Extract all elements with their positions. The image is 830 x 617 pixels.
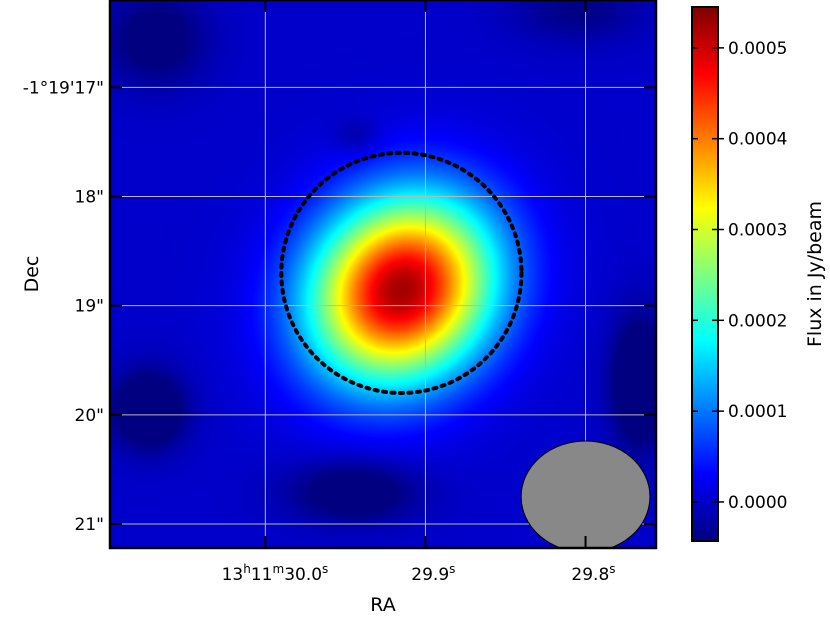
y-tick-label-1: 18" (75, 187, 104, 207)
beam-ellipse (520, 440, 651, 548)
x-axis: 13h11m30.0s 29.9s 29.8s (222, 0, 616, 585)
colorbar-image (692, 7, 718, 541)
y-axis-label: Dec (21, 256, 43, 293)
y-axis: -1°19'17" 18" 19" 20" 21" (23, 78, 656, 535)
y-tick-label-3: 20" (75, 406, 104, 426)
colorbar-tick-label-1: 0.0001 (728, 402, 787, 422)
colorbar-tick-label-0: 0.0000 (728, 493, 787, 513)
plot-frame (108, 0, 658, 550)
aperture-circle (279, 150, 524, 395)
y-tick-label-2: 19" (75, 297, 104, 317)
colorbar-ticks: 0.0000 0.0001 0.0002 0.0003 0.0004 0.0005 (692, 39, 787, 513)
colorbar-tick-label-4: 0.0004 (728, 130, 787, 150)
colorbar-frame (691, 6, 719, 542)
x-tick-label-1: 29.9s (411, 562, 455, 585)
colorbar-tick-label-3: 0.0003 (728, 221, 787, 241)
y-tick-label-4: 21" (75, 515, 104, 535)
x-axis-label: RA (370, 594, 395, 616)
x-tick-label-2: 29.8s (571, 562, 615, 585)
colorbar-label: Flux in Jy/beam (804, 201, 826, 347)
x-tick-label-0: 13h11m30.0s (222, 562, 329, 585)
grid-lines (110, 0, 656, 548)
colorbar-tick-label-5: 0.0005 (728, 39, 787, 59)
colorbar-tick-label-2: 0.0002 (728, 311, 787, 331)
y-tick-label-0: -1°19'17" (23, 78, 104, 98)
